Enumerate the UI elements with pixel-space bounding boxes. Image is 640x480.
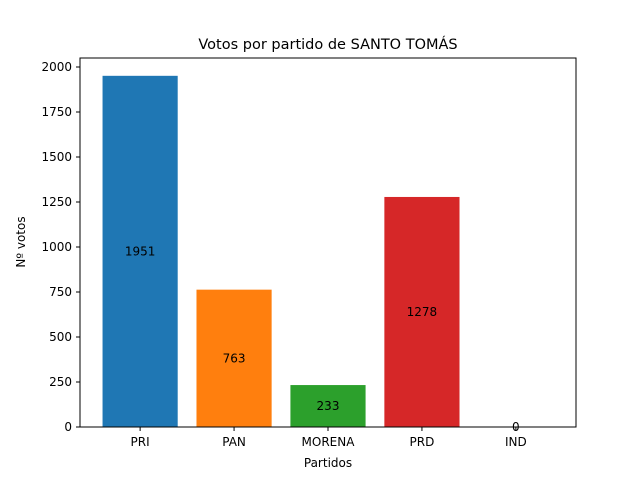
data-label-pan: 763 <box>223 351 246 365</box>
x-tick-label: MORENA <box>302 435 356 449</box>
chart-title: Votos por partido de SANTO TOMÁS <box>198 36 457 53</box>
x-tick-label: PRI <box>131 435 150 449</box>
y-tick-label: 750 <box>49 285 72 299</box>
y-tick-label: 1250 <box>41 195 72 209</box>
y-axis: 0 250 500 750 1000 1250 1500 1750 2000 <box>41 60 80 434</box>
y-tick-label: 1000 <box>41 240 72 254</box>
data-label-pri: 1951 <box>125 244 156 258</box>
y-tick-label: 250 <box>49 375 72 389</box>
data-label-morena: 233 <box>317 399 340 413</box>
x-tick-label: IND <box>505 435 527 449</box>
bars-group <box>102 75 460 427</box>
data-label-prd: 1278 <box>407 305 438 319</box>
bar-pri <box>102 75 178 427</box>
bar-pan <box>196 289 272 427</box>
x-tick-label: PRD <box>410 435 435 449</box>
y-tick-label: 0 <box>64 420 72 434</box>
y-tick-label: 500 <box>49 330 72 344</box>
plot-frame <box>79 57 577 428</box>
y-tick-label: 1500 <box>41 150 72 164</box>
y-tick-label: 1750 <box>41 105 72 119</box>
x-tick-label: PAN <box>222 435 246 449</box>
y-axis-label: Nº votos <box>14 216 28 267</box>
bar-prd <box>384 196 460 427</box>
x-axis: PRI PAN MORENA PRD IND <box>131 427 527 449</box>
bar-morena <box>290 385 366 427</box>
x-axis-label: Partidos <box>304 456 352 470</box>
y-tick-label: 2000 <box>41 60 72 74</box>
